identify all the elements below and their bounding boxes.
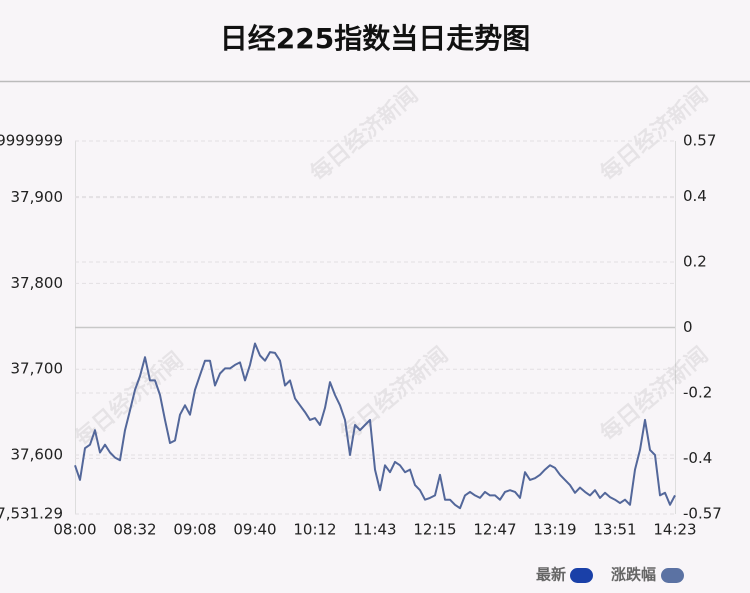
y2-tick-label: -0.2	[683, 383, 712, 401]
x-tick-label: 13:19	[533, 521, 576, 539]
y2-tick-label: 0.57	[683, 132, 716, 150]
legend-swatch	[661, 568, 684, 583]
y-tick-label: 37,965.9999999	[0, 132, 63, 150]
y2-tick-label: -0.57	[683, 505, 722, 523]
x-tick-label: 11:43	[353, 521, 396, 539]
legend-swatch	[570, 568, 593, 583]
legend-label: 最新	[536, 566, 566, 584]
y2-tick-label: 0	[683, 318, 693, 336]
y-tick-label: 37,900	[11, 188, 64, 206]
y-tick-label: 37,531.29	[0, 505, 63, 523]
x-tick-label: 12:47	[473, 521, 516, 539]
x-tick-label: 14:23	[653, 521, 696, 539]
x-tick-label: 08:32	[113, 521, 156, 539]
y2-tick-label: 0.2	[683, 253, 707, 271]
y-tick-label: 37,600	[11, 446, 64, 464]
y-tick-label: 37,800	[11, 274, 64, 292]
price-line	[74, 342, 676, 510]
x-tick-label: 12:15	[413, 521, 456, 539]
legend-label: 涨跌幅	[611, 566, 656, 584]
y2-tick-label: -0.4	[683, 449, 712, 467]
y2-tick-label: 0.4	[683, 187, 707, 205]
x-tick-label: 13:51	[593, 521, 636, 539]
x-tick-label: 10:12	[293, 521, 336, 539]
y-tick-label: 37,700	[11, 360, 64, 378]
chart-title: 日经225指数当日走势图	[220, 22, 530, 55]
x-tick-label: 08:00	[53, 521, 96, 539]
watermark: 每日经济新闻	[305, 82, 423, 187]
x-tick-label: 09:08	[173, 521, 216, 539]
watermark: 每日经济新闻	[70, 347, 188, 452]
x-tick-label: 09:40	[233, 521, 276, 539]
